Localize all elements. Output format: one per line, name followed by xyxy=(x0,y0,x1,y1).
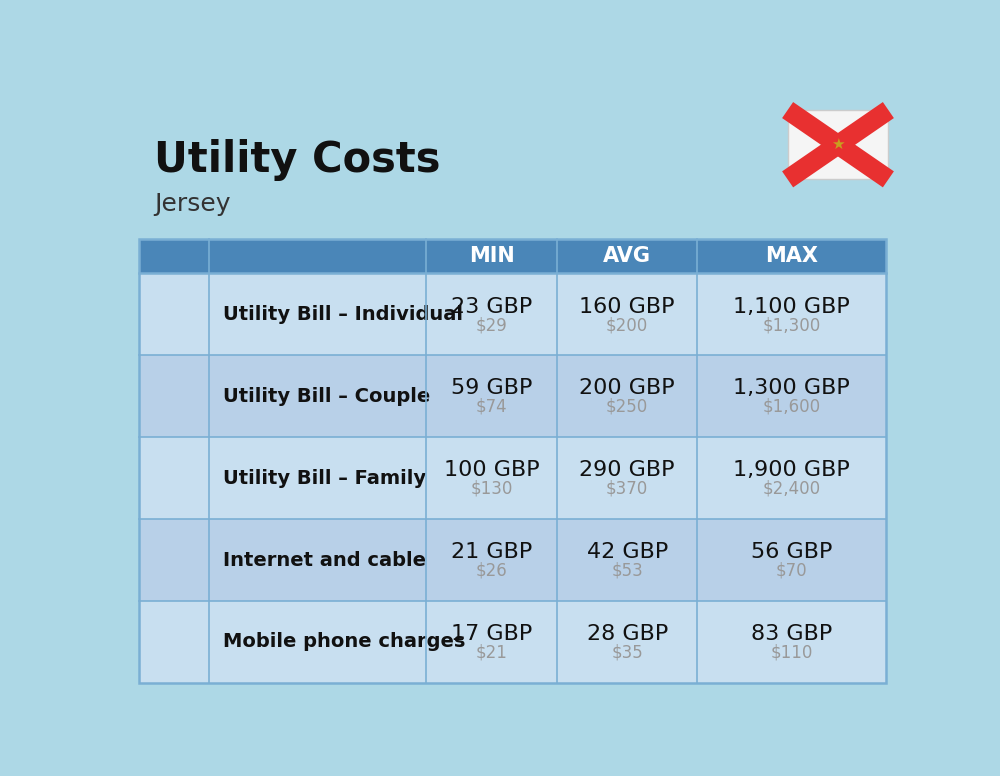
Text: 200 GBP: 200 GBP xyxy=(579,379,675,399)
Text: 290 GBP: 290 GBP xyxy=(579,460,675,480)
Bar xyxy=(139,355,886,437)
Text: 1,100 GBP: 1,100 GBP xyxy=(733,296,850,317)
Text: $130: $130 xyxy=(470,480,513,498)
Text: MAX: MAX xyxy=(765,246,818,266)
Bar xyxy=(139,437,886,519)
Text: Utility Costs: Utility Costs xyxy=(154,140,441,182)
Text: 23 GBP: 23 GBP xyxy=(451,296,532,317)
Bar xyxy=(139,273,886,355)
Text: 1,300 GBP: 1,300 GBP xyxy=(733,379,850,399)
Text: $250: $250 xyxy=(606,398,648,416)
Text: $26: $26 xyxy=(476,562,507,580)
Text: $21: $21 xyxy=(476,644,508,662)
Text: $110: $110 xyxy=(770,644,813,662)
Text: $53: $53 xyxy=(611,562,643,580)
Text: $29: $29 xyxy=(476,316,507,334)
Bar xyxy=(139,240,886,273)
Text: Jersey: Jersey xyxy=(154,192,231,216)
Text: 28 GBP: 28 GBP xyxy=(587,624,668,644)
Text: 160 GBP: 160 GBP xyxy=(579,296,675,317)
Text: $200: $200 xyxy=(606,316,648,334)
Text: 21 GBP: 21 GBP xyxy=(451,542,532,563)
Bar xyxy=(139,240,886,683)
Text: Utility Bill – Couple: Utility Bill – Couple xyxy=(223,386,430,406)
Text: 17 GBP: 17 GBP xyxy=(451,624,532,644)
Bar xyxy=(139,601,886,683)
Text: AVG: AVG xyxy=(603,246,651,266)
Text: 56 GBP: 56 GBP xyxy=(751,542,832,563)
Text: $370: $370 xyxy=(606,480,648,498)
Text: $1,600: $1,600 xyxy=(762,398,821,416)
Text: 42 GBP: 42 GBP xyxy=(587,542,668,563)
Text: $2,400: $2,400 xyxy=(762,480,821,498)
Text: Utility Bill – Family: Utility Bill – Family xyxy=(223,469,426,487)
Text: 1,900 GBP: 1,900 GBP xyxy=(733,460,850,480)
Text: $74: $74 xyxy=(476,398,507,416)
Text: Mobile phone charges: Mobile phone charges xyxy=(223,632,465,652)
Text: MIN: MIN xyxy=(469,246,514,266)
Bar xyxy=(139,519,886,601)
Text: $35: $35 xyxy=(611,644,643,662)
Text: Utility Bill – Individual: Utility Bill – Individual xyxy=(223,305,463,324)
Text: $1,300: $1,300 xyxy=(762,316,821,334)
Text: Internet and cable: Internet and cable xyxy=(223,550,426,570)
Bar xyxy=(788,110,888,179)
Text: $70: $70 xyxy=(776,562,807,580)
Text: 59 GBP: 59 GBP xyxy=(451,379,532,399)
Text: ★: ★ xyxy=(831,137,845,152)
Text: 83 GBP: 83 GBP xyxy=(751,624,832,644)
Text: 100 GBP: 100 GBP xyxy=(444,460,539,480)
